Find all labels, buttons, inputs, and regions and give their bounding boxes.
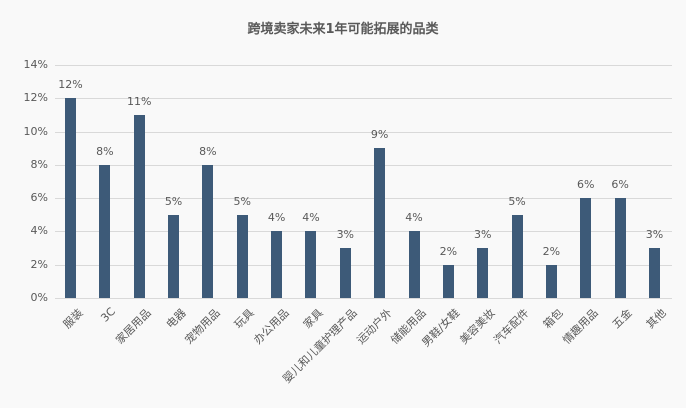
value-label: 8% <box>199 144 217 158</box>
value-label: 8% <box>96 144 114 158</box>
bar <box>511 214 523 298</box>
plot-area: 0% 2% 4% 6% 8% 10% 12% 14% 12% 8% 11% 5% 8% 5% 4% 4% 3% 9… <box>24 58 672 304</box>
y-tick-label: 0% <box>30 291 48 304</box>
value-label: 2% <box>542 244 561 258</box>
value-label: 9% <box>370 128 389 142</box>
value-label: 3% <box>473 228 492 242</box>
gridline <box>55 131 672 133</box>
value-label: 5% <box>508 194 526 208</box>
bar <box>339 248 351 298</box>
x-tick-label: 情趣用品 <box>560 306 601 347</box>
bar <box>408 231 420 298</box>
x-tick-label: 汽车配件 <box>491 306 532 347</box>
bar <box>580 198 592 298</box>
y-tick-label: 2% <box>30 257 48 271</box>
bar <box>65 98 76 298</box>
bar <box>305 231 317 298</box>
bar <box>614 198 626 298</box>
value-label: 4% <box>405 211 423 225</box>
bar <box>545 264 557 298</box>
x-tick-label: 其他 <box>644 306 670 332</box>
bar <box>442 264 454 298</box>
x-tick-label: 运动户外 <box>353 306 395 347</box>
bar <box>374 148 386 298</box>
chart-title: 跨境卖家未来1年可能拓展的品类 <box>247 22 439 37</box>
y-tick-label: 12% <box>23 91 48 105</box>
x-tick-label: 家居用品 <box>113 306 154 347</box>
x-tick-label: 电器 <box>163 306 189 332</box>
value-label: 3% <box>645 228 664 242</box>
value-label: 4% <box>302 211 320 225</box>
y-tick-label: 8% <box>30 157 48 171</box>
bar <box>271 231 283 298</box>
value-label: 5% <box>164 194 183 208</box>
value-label: 12% <box>58 78 83 92</box>
bar <box>99 164 111 298</box>
bar <box>477 248 489 298</box>
x-tick-label: 服装 <box>60 306 86 332</box>
gridline <box>55 164 672 166</box>
gridline <box>55 65 672 66</box>
bar <box>202 164 214 298</box>
value-label: 3% <box>336 228 355 242</box>
value-label: 2% <box>439 244 458 258</box>
gridline <box>55 98 672 100</box>
value-label: 11% <box>126 94 152 108</box>
x-tick-label: 3C <box>98 305 118 325</box>
bar <box>648 248 660 298</box>
x-tick-label: 家具 <box>300 306 326 332</box>
bar <box>236 214 248 298</box>
gridline <box>55 264 672 266</box>
value-label: 6% <box>577 178 595 192</box>
bar <box>168 214 180 298</box>
value-label: 4% <box>267 211 286 225</box>
y-tick-label: 10% <box>23 124 48 138</box>
y-tick-label: 6% <box>30 191 48 205</box>
x-tick-label: 箱包 <box>541 306 566 332</box>
x-tick-label: 玩具 <box>232 306 257 332</box>
x-tick-label: 办公用品 <box>250 306 292 347</box>
x-tick-label: 宠物用品 <box>182 306 223 347</box>
y-tick-label: 4% <box>30 224 48 238</box>
value-label: 5% <box>233 194 251 208</box>
y-tick-label: 14% <box>23 58 48 71</box>
gridline <box>55 231 672 233</box>
value-label: 6% <box>611 178 629 192</box>
gridline <box>55 198 672 200</box>
gridline <box>55 298 672 299</box>
bar <box>133 114 145 298</box>
x-tick-label: 美容美妆 <box>456 306 498 347</box>
x-tick-label: 五金 <box>609 306 635 332</box>
